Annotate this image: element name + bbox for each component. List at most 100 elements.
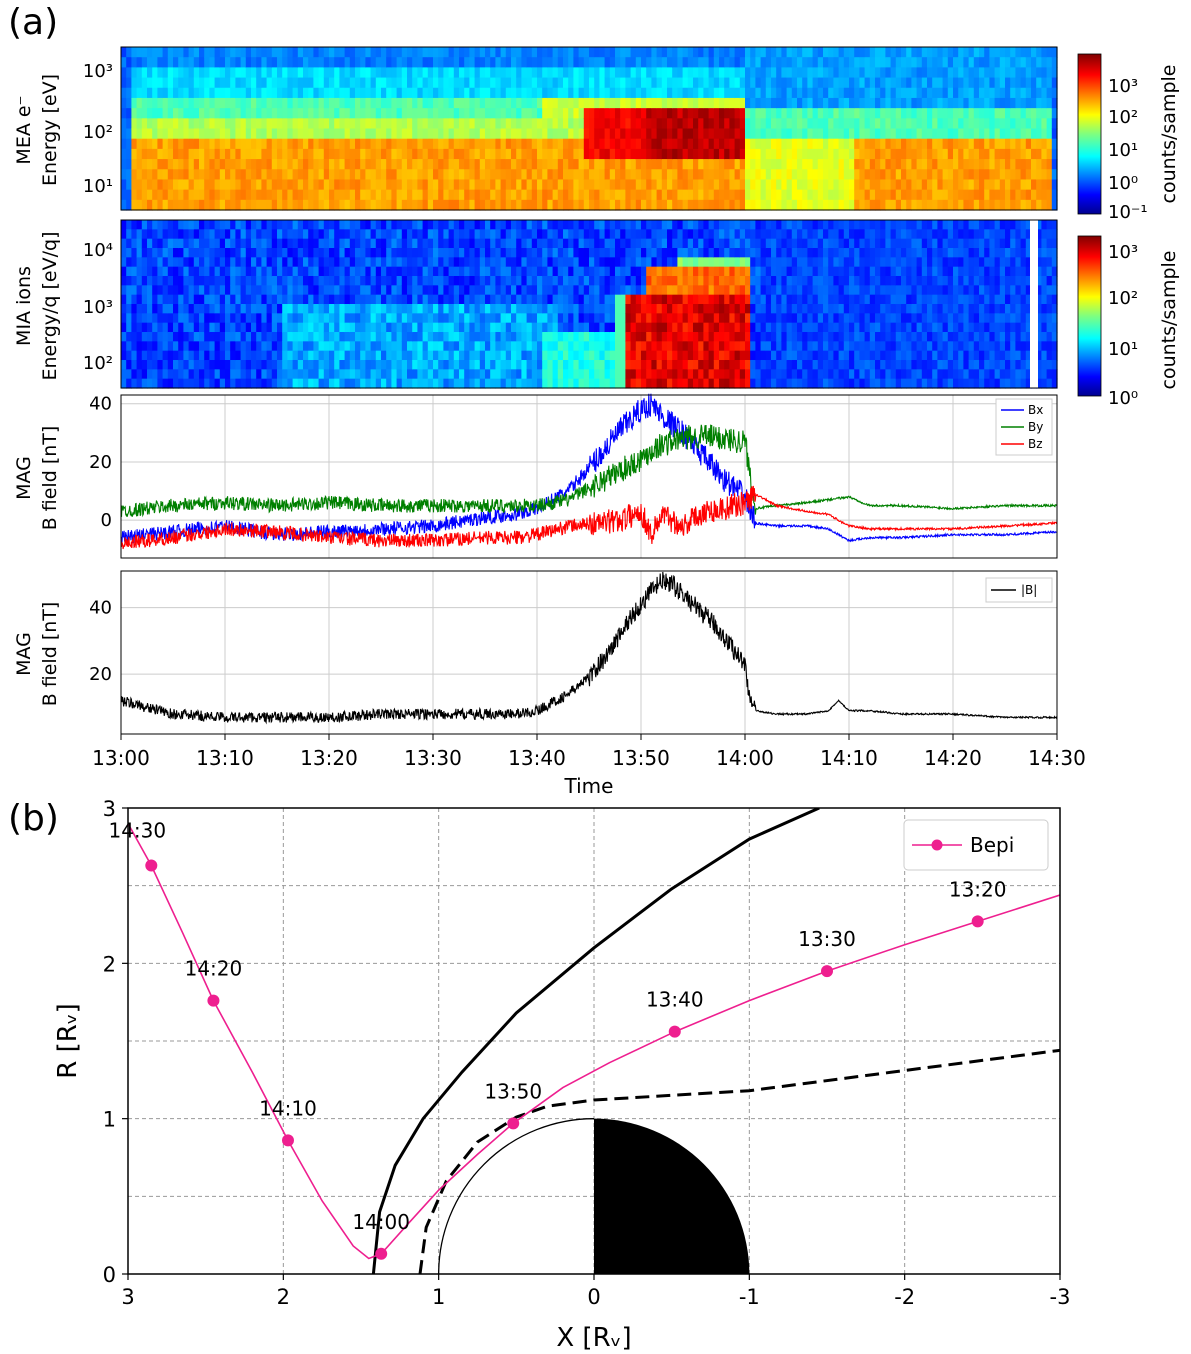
mia-heatmap-cell <box>604 332 611 342</box>
mea-heatmap-cell <box>427 148 434 160</box>
mea-heatmap-cell <box>635 57 642 68</box>
mia-heatmap-cell <box>381 304 387 314</box>
mia-heatmap-cell <box>173 257 179 268</box>
mia-heatmap-cell <box>433 238 439 249</box>
mea-heatmap-cell <box>1051 97 1058 109</box>
mia-heatmap-cell <box>277 304 283 314</box>
mea-heatmap-cell <box>214 97 221 109</box>
mia-heatmap-cell <box>214 220 221 230</box>
mia-heatmap-cell <box>355 257 361 268</box>
mea-heatmap-cell <box>537 169 543 181</box>
mea-heatmap-cell <box>1005 118 1011 130</box>
mea-heatmap-cell <box>495 97 502 109</box>
mia-heatmap-cell <box>225 304 231 314</box>
mea-heatmap-cell <box>360 47 366 58</box>
mia-heatmap-cell <box>334 229 340 240</box>
mia-heatmap-cell <box>615 248 621 258</box>
mia-heatmap-cell <box>672 360 678 370</box>
mea-heatmap-cell <box>136 148 143 160</box>
mea-heatmap-cell <box>890 47 897 58</box>
mia-heatmap-cell <box>667 378 673 389</box>
mea-heatmap-cell <box>927 128 933 140</box>
mea-heatmap-cell <box>880 57 886 68</box>
mea-heatmap-cell <box>505 128 512 140</box>
mea-heatmap-cell <box>823 199 829 211</box>
mea-heatmap-cell <box>240 97 247 109</box>
mea-heatmap-cell <box>797 108 803 119</box>
mea-heatmap-cell <box>693 47 699 58</box>
mia-heatmap-cell <box>672 304 678 314</box>
mia-heatmap-cell <box>282 341 288 352</box>
mea-heatmap-cell <box>490 169 496 181</box>
mea-heatmap-cell <box>979 47 985 58</box>
mea-heatmap-cell <box>464 77 470 89</box>
mia-heatmap-cell <box>589 229 595 240</box>
mea-heatmap-cell <box>625 199 632 211</box>
mea-heatmap-cell <box>370 108 377 119</box>
mia-heatmap-cell <box>225 322 231 333</box>
mea-heatmap-cell <box>823 108 829 119</box>
mea-heatmap-cell <box>209 179 216 191</box>
mea-heatmap-cell <box>687 47 694 58</box>
mea-heatmap-cell <box>167 47 174 58</box>
mia-heatmap-cell <box>713 248 720 258</box>
mia-heatmap-cell <box>459 350 465 361</box>
mia-heatmap-cell <box>349 276 356 286</box>
mia-heatmap-cell <box>323 266 330 277</box>
mea-heatmap-cell <box>563 118 569 130</box>
mea-heatmap-cell <box>464 87 470 99</box>
mea-heatmap-cell <box>791 87 798 99</box>
mea-heatmap-cell <box>667 67 673 79</box>
mea-heatmap-cell <box>589 67 595 79</box>
mea-heatmap-cell <box>162 77 169 89</box>
mea-heatmap-cell <box>989 77 996 89</box>
mia-heatmap-cell <box>516 378 522 389</box>
mia-heatmap-cell <box>391 304 398 314</box>
mia-heatmap-cell <box>573 304 580 314</box>
mia-heatmap-cell <box>188 350 195 361</box>
mia-heatmap-cell <box>557 294 564 305</box>
mea-heatmap-cell <box>308 128 314 140</box>
mea-heatmap-cell <box>937 57 944 68</box>
mia-heatmap-cell <box>157 378 164 389</box>
mea-heatmap-cell <box>786 67 793 79</box>
mia-heatmap-cell <box>417 294 424 305</box>
mea-heatmap-cell <box>854 148 860 160</box>
mea-heatmap-cell <box>999 57 1006 68</box>
mia-heatmap-cell <box>719 266 725 277</box>
mea-heatmap-cell <box>490 128 496 140</box>
mia-heatmap-cell <box>162 248 169 258</box>
mea-heatmap-cell <box>989 169 996 181</box>
mea-heatmap-cell <box>1051 169 1058 181</box>
mia-heatmap-cell <box>599 229 606 240</box>
mea-heatmap-cell <box>885 47 892 58</box>
mea-heatmap-cell <box>401 118 408 130</box>
mea-heatmap-cell <box>615 77 621 89</box>
mea-heatmap-cell <box>693 199 699 211</box>
mia-heatmap-cell <box>594 220 600 230</box>
mea-heatmap-cell <box>505 118 512 130</box>
mea-heatmap-cell <box>833 148 840 160</box>
mia-heatmap-cell <box>417 276 424 286</box>
mea-heatmap-cell <box>386 118 392 130</box>
mia-heatmap-cell <box>693 257 699 268</box>
mea-heatmap-cell <box>245 128 252 140</box>
mea-heatmap-cell <box>568 97 574 109</box>
mia-heatmap-cell <box>672 294 678 305</box>
mea-heatmap-cell <box>604 47 611 58</box>
mea-heatmap-cell <box>141 77 148 89</box>
mea-heatmap-cell <box>875 199 881 211</box>
mia-heatmap-cell <box>713 360 720 370</box>
mea-heatmap-cell <box>901 169 907 181</box>
mia-heatmap-cell <box>157 266 164 277</box>
mea-heatmap-cell <box>906 138 912 150</box>
mea-heatmap-cell <box>672 67 678 79</box>
mea-heatmap-cell <box>771 87 777 99</box>
mia-heatmap-cell <box>235 313 242 324</box>
mea-heatmap-cell <box>157 77 164 89</box>
mea-heatmap-cell <box>843 87 850 99</box>
mia-heatmap-cell <box>334 304 340 314</box>
mia-heatmap-cell <box>698 332 704 342</box>
mea-heatmap-cell <box>469 77 476 89</box>
mea-heatmap-cell <box>505 47 512 58</box>
